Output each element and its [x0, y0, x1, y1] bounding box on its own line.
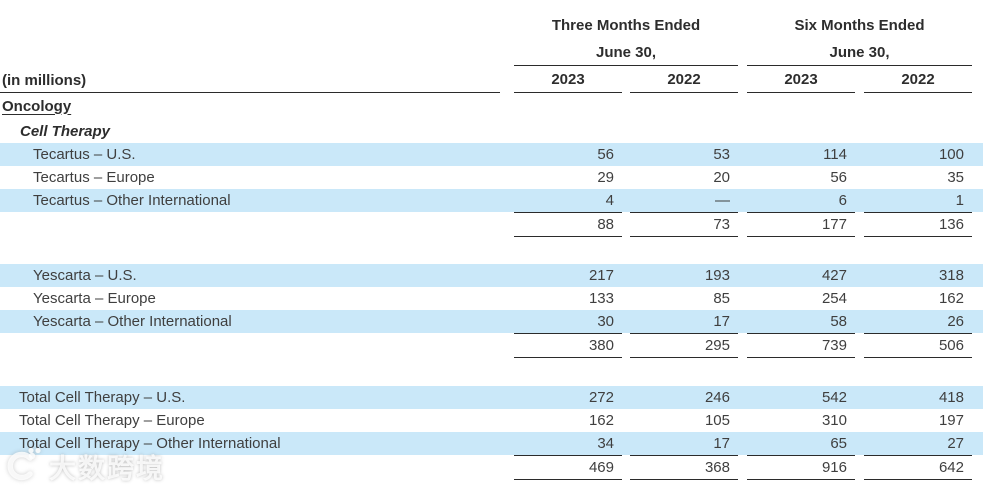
table-row: Total Cell Therapy – Other International… — [0, 432, 983, 455]
subtotal-cell: 506 — [864, 333, 972, 358]
value-cell: 26 — [947, 313, 964, 330]
row-label: Yescarta – U.S. — [33, 267, 137, 284]
section-spacer — [0, 358, 983, 386]
value-cell: 162 — [938, 290, 964, 307]
value-cell: 29 — [597, 169, 614, 186]
value-cell: 310 — [821, 412, 847, 429]
row-label — [0, 455, 500, 480]
row-label: Yescarta – Other International — [33, 313, 232, 330]
value-cell: 418 — [938, 389, 964, 406]
row-label: Total Cell Therapy – Other International — [19, 435, 281, 452]
header-spacer — [0, 10, 500, 40]
three-months-date: June 30, — [514, 40, 738, 66]
row-label: Tecartus – Other International — [33, 192, 231, 209]
value-cell: 133 — [588, 290, 614, 307]
col-header-6m-2022: 2022 — [864, 66, 972, 93]
value-cell: 1 — [955, 192, 964, 209]
value-cell: 35 — [947, 169, 964, 186]
subtotal-cell: 88 — [514, 212, 622, 237]
subtotal-row-tecartus: 88 73 177 136 — [0, 212, 983, 237]
value-cell: 162 — [588, 412, 614, 429]
total-cell: 368 — [630, 455, 738, 480]
value-cell: 30 — [597, 313, 614, 330]
subsection-row-cell-therapy: Cell Therapy — [0, 119, 983, 143]
value-cell: 114 — [823, 146, 847, 163]
col-header-3m-2023: 2023 — [514, 66, 622, 93]
value-cell: 217 — [588, 267, 614, 284]
six-months-date: June 30, — [747, 40, 972, 66]
value-cell: 254 — [821, 290, 847, 307]
units-label: (in millions) — [0, 66, 500, 93]
table-row: Total Cell Therapy – Europe 162 105 310 … — [0, 409, 983, 432]
subsection-title: Cell Therapy — [20, 122, 111, 140]
table-row: Tecartus – Europe 29 20 56 35 — [0, 166, 983, 189]
value-cell: 197 — [938, 412, 964, 429]
table-row: Yescarta – Europe 133 85 254 162 — [0, 287, 983, 310]
value-cell: 100 — [938, 146, 964, 163]
value-cell: 20 — [713, 169, 730, 186]
three-months-title: Three Months Ended — [551, 16, 701, 34]
period-group-titles: Three Months Ended Six Months Ended — [0, 10, 983, 40]
value-cell: 53 — [713, 146, 730, 163]
six-months-title: Six Months Ended — [794, 16, 925, 34]
value-cell: 246 — [704, 389, 730, 406]
section-title: Oncology — [2, 97, 72, 115]
row-label: Total Cell Therapy – U.S. — [19, 389, 186, 406]
subtotal-cell: 739 — [747, 333, 855, 358]
subtotal-cell: 136 — [864, 212, 972, 237]
table-row: Yescarta – U.S. 217 193 427 318 — [0, 264, 983, 287]
row-label: Tecartus – Europe — [33, 169, 155, 186]
table-row: Tecartus – U.S. 56 53 114 100 — [0, 143, 983, 166]
subtotal-cell: 380 — [514, 333, 622, 358]
value-cell: 56 — [597, 146, 614, 163]
value-cell: 27 — [947, 435, 964, 452]
year-columns-header: (in millions) 2023 2022 2023 2022 — [0, 66, 983, 93]
financial-table: Three Months Ended Six Months Ended June… — [0, 10, 983, 480]
row-label: Tecartus – U.S. — [33, 146, 136, 163]
row-label — [0, 333, 500, 358]
subtotal-cell: 177 — [747, 212, 855, 237]
value-cell: 105 — [704, 412, 730, 429]
value-cell: 34 — [597, 435, 614, 452]
value-cell: 4 — [605, 192, 614, 209]
row-label: Yescarta – Europe — [33, 290, 156, 307]
value-cell: 56 — [830, 169, 847, 186]
total-cell: 642 — [864, 455, 972, 480]
value-cell: — — [715, 192, 730, 209]
value-cell: 85 — [713, 290, 730, 307]
col-header-6m-2023: 2023 — [747, 66, 855, 93]
table-row: Total Cell Therapy – U.S. 272 246 542 41… — [0, 386, 983, 409]
total-cell: 469 — [514, 455, 622, 480]
subtotal-cell: 73 — [630, 212, 738, 237]
subtotal-cell: 295 — [630, 333, 738, 358]
value-cell: 17 — [713, 435, 730, 452]
col-header-3m-2022: 2022 — [630, 66, 738, 93]
value-cell: 427 — [821, 267, 847, 284]
value-cell: 318 — [938, 267, 964, 284]
value-cell: 272 — [588, 389, 614, 406]
section-spacer — [0, 237, 983, 264]
subtotal-row-yescarta: 380 295 739 506 — [0, 333, 983, 358]
header-spacer — [0, 40, 500, 66]
total-row-cell-therapy: 469 368 916 642 — [0, 455, 983, 480]
total-cell: 916 — [747, 455, 855, 480]
row-label: Total Cell Therapy – Europe — [19, 412, 205, 429]
value-cell: 193 — [704, 267, 730, 284]
value-cell: 58 — [830, 313, 847, 330]
value-cell: 6 — [838, 192, 847, 209]
table-row: Tecartus – Other International 4 — 6 1 — [0, 189, 983, 212]
table-row: Yescarta – Other International 30 17 58 … — [0, 310, 983, 333]
row-label — [0, 212, 500, 237]
period-group-dates: June 30, June 30, — [0, 40, 983, 66]
value-cell: 542 — [821, 389, 847, 406]
section-row-oncology: Oncology — [0, 93, 983, 119]
value-cell: 65 — [830, 435, 847, 452]
value-cell: 17 — [713, 313, 730, 330]
